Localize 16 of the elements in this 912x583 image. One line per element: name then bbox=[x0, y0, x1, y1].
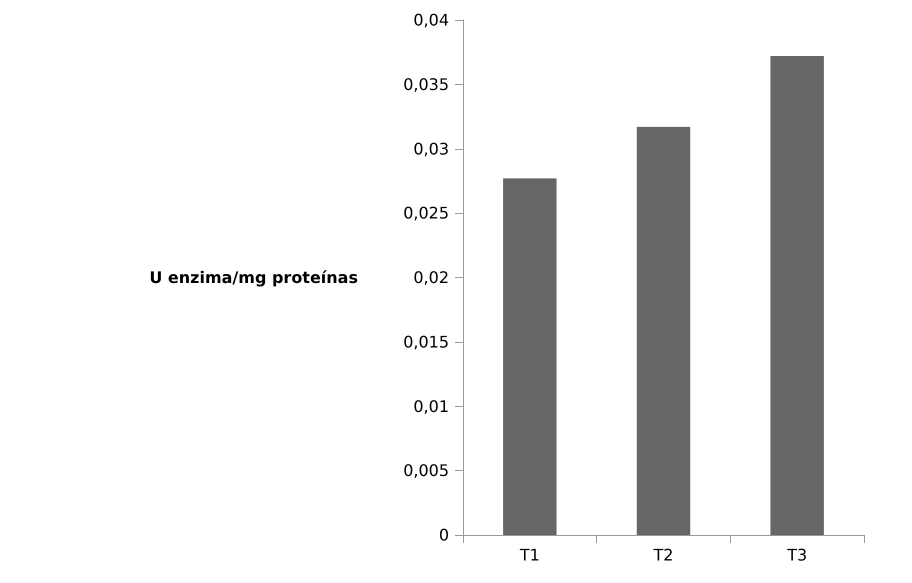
y-tick-label: 0,03 bbox=[413, 139, 449, 158]
x-tick-label: T3 bbox=[786, 546, 808, 564]
y-tick-label: 0,04 bbox=[413, 10, 449, 30]
bar bbox=[770, 56, 824, 535]
bar bbox=[503, 178, 557, 535]
y-tick-label: 0,005 bbox=[403, 461, 449, 480]
y-axis-title: U enzima/mg proteínas bbox=[149, 268, 358, 287]
y-tick-label: 0,035 bbox=[403, 74, 449, 94]
y-tick-label: 0,015 bbox=[403, 332, 449, 352]
y-tick-label: 0,025 bbox=[403, 204, 449, 223]
x-tick-label: T2 bbox=[652, 546, 674, 564]
y-tick-label: 0,01 bbox=[413, 396, 449, 416]
y-tick-label: 0,02 bbox=[413, 268, 449, 287]
bar bbox=[636, 126, 690, 535]
x-tick-label: T1 bbox=[518, 546, 540, 564]
y-tick-label: 0 bbox=[438, 526, 449, 544]
